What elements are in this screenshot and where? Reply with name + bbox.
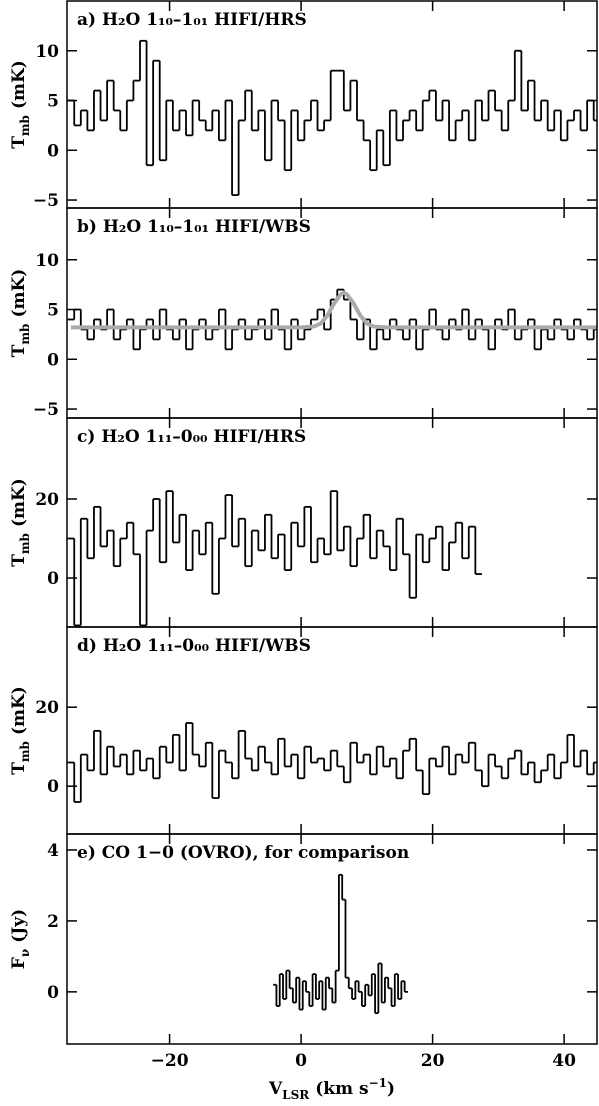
y-label-unit: (mK) (9, 686, 29, 735)
panel-title: c) H₂O 1₁₁–0₀₀ HIFI/HRS (77, 427, 306, 447)
plot-area (273, 873, 408, 1015)
x-tick-label: 0 (295, 1051, 307, 1071)
panel-frame (66, 833, 598, 1045)
y-label-main: T (9, 554, 29, 567)
x-tick-label: −20 (151, 1051, 189, 1071)
y-tick-label: −5 (33, 191, 59, 211)
y-axis-label: Tmb (mK) (9, 686, 32, 775)
step-connector (275, 874, 406, 1014)
y-label-sub: mb (18, 741, 32, 762)
x-label-sup: −1 (369, 1076, 387, 1090)
plot-area (67, 722, 597, 803)
y-axis-label: Fν (Jy) (9, 909, 32, 969)
y-label-sub: mb (18, 533, 32, 554)
fit-line (70, 290, 597, 330)
plot-area (67, 288, 597, 351)
y-axis-label: Tmb (mK) (9, 60, 32, 149)
y-label-main: T (9, 344, 29, 357)
panel-title: a) H₂O 1₁₀–1₀₁ HIFI/HRS (77, 10, 307, 30)
plot-area (67, 490, 482, 627)
panel-title: d) H₂O 1₁₁–0₀₀ HIFI/WBS (77, 636, 311, 656)
y-tick-label: 0 (47, 350, 59, 370)
x-tick-label: 20 (421, 1051, 445, 1071)
x-label-sub: LSR (282, 1088, 310, 1102)
y-label-unit: (mK) (9, 478, 29, 527)
x-tick-label: 40 (552, 1051, 576, 1071)
y-tick-label: 5 (47, 92, 59, 112)
step-connector (73, 491, 477, 626)
x-label-unit: (km s (315, 1079, 368, 1099)
y-tick-label: 0 (47, 777, 59, 797)
y-tick-label: 20 (35, 698, 59, 718)
plot-area (67, 39, 597, 196)
y-tick-label: 10 (35, 251, 59, 271)
y-label-main: T (9, 136, 29, 149)
y-axis-label: Tmb (mK) (9, 269, 32, 358)
y-tick-label: 2 (47, 912, 59, 932)
x-axis-label: VLSR (km s−1) (268, 1076, 395, 1102)
step-connector (73, 40, 595, 196)
y-label-sub: ν (18, 949, 32, 957)
panel-title: b) H₂O 1₁₀–1₀₁ HIFI/WBS (77, 217, 311, 237)
y-tick-label: 20 (35, 490, 59, 510)
y-label-sub: mb (18, 324, 32, 345)
y-label-sub: mb (18, 115, 32, 136)
y-label-unit: (Jy) (9, 909, 29, 943)
y-label-main: T (9, 762, 29, 775)
panel-title: e) CO 1−0 (OVRO), for comparison (77, 843, 409, 863)
y-tick-label: 0 (47, 983, 59, 1003)
y-label-main: F (9, 957, 29, 969)
y-axis-label: Tmb (mK) (9, 478, 32, 567)
y-tick-label: 4 (47, 841, 59, 861)
y-tick-label: 0 (47, 141, 59, 161)
x-label-end: ) (387, 1079, 395, 1099)
x-label-main: V (268, 1079, 283, 1099)
y-tick-label: 5 (47, 301, 59, 321)
y-label-unit: (mK) (9, 269, 29, 318)
panel-frame (66, 626, 598, 835)
y-tick-label: −5 (33, 400, 59, 420)
y-tick-label: 10 (35, 42, 59, 62)
panel-frame (66, 207, 598, 419)
y-label-unit: (mK) (9, 60, 29, 109)
y-tick-label: 0 (47, 569, 59, 589)
step-connector (73, 722, 595, 803)
